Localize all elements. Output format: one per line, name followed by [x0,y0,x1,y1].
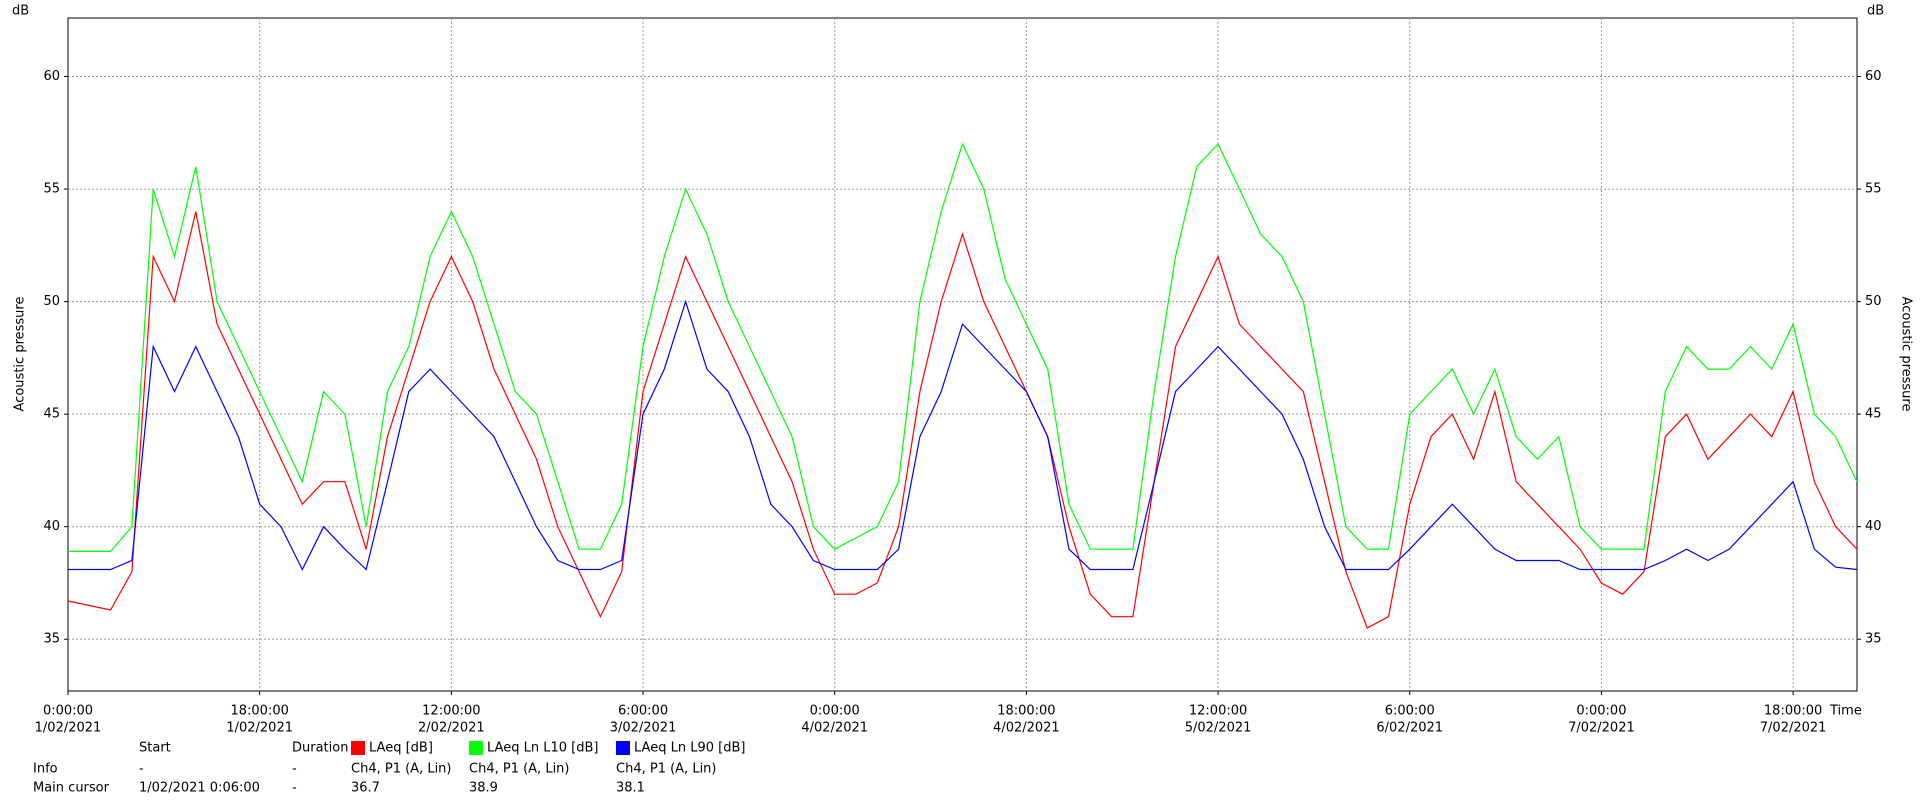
y-tick-label: 35 [43,632,60,647]
x-tick-date: 1/02/2021 [226,721,293,736]
legend-swatch [351,741,365,755]
x-tick-label: 18:00:00 [1764,704,1822,719]
x-tick-label: 0:00:00 [810,704,860,719]
y2-tick-label: 50 [1865,294,1882,309]
x-tick-label: 6:00:00 [1385,704,1435,719]
x-tick-label: 12:00:00 [1189,704,1247,719]
table-cell: Ch4, P1 (A, Lin) [616,762,717,777]
y-axis-label: Acoustic pressure [13,297,28,412]
x-tick-label: 6:00:00 [618,704,668,719]
y-tick-label: 55 [43,182,60,197]
legend-label: LAeq Ln L90 [dB] [634,741,745,756]
y2-tick-label: 45 [1865,407,1882,422]
x-tick-label: 18:00:00 [230,704,288,719]
series-line [68,299,1858,571]
table-cell: Ch4, P1 (A, Lin) [351,762,452,777]
table-cell: - [139,762,144,777]
x-tick-date: 5/02/2021 [1185,721,1252,736]
table-cell: Ch4, P1 (A, Lin) [469,762,570,777]
x-axis-label: Time [1829,704,1862,719]
x-tick-label: 0:00:00 [1576,704,1626,719]
table-header: Start [139,741,171,756]
table-row-label: Main cursor [33,781,110,796]
x-tick-date: 6/02/2021 [1376,721,1443,736]
x-tick-date: 2/02/2021 [418,721,485,736]
y2-unit: dB [1867,4,1884,19]
table-cell: 38.1 [616,781,645,796]
y-tick-label: 60 [43,69,60,84]
y2-tick-label: 60 [1865,69,1882,84]
legend-label: LAeq Ln L10 [dB] [487,741,598,756]
y-unit: dB [12,4,29,19]
legend-label: LAeq [dB] [369,741,433,756]
y2-tick-label: 40 [1865,519,1882,534]
y2-axis-label: Acoustic pressure [1899,297,1914,412]
y2-tick-label: 35 [1865,632,1882,647]
x-tick-date: 1/02/2021 [35,721,102,736]
table-cell: 36.7 [351,781,380,796]
x-tick-date: 4/02/2021 [801,721,868,736]
table-cell: 38.9 [469,781,498,796]
table-cell: - [292,762,297,777]
y-tick-label: 50 [43,294,60,309]
legend-swatch [469,741,483,755]
x-tick-label: 0:00:00 [43,704,93,719]
table-cell: - [292,781,297,796]
y-tick-label: 40 [43,519,60,534]
table-row-label: Info [33,762,58,777]
y2-tick-label: 55 [1865,182,1882,197]
x-tick-label: 12:00:00 [422,704,480,719]
plot-frame [67,17,1858,692]
x-tick-label: 18:00:00 [997,704,1055,719]
legend-swatch [616,741,630,755]
series-line [68,142,1858,552]
x-tick-date: 7/02/2021 [1568,721,1635,736]
y-tick-label: 45 [43,407,60,422]
table-header: Duration [292,741,348,756]
series-line [67,211,1858,629]
x-tick-date: 3/02/2021 [610,721,677,736]
table-cell: 1/02/2021 0:06:00 [139,781,260,796]
x-tick-date: 7/02/2021 [1760,721,1827,736]
x-tick-date: 4/02/2021 [993,721,1060,736]
